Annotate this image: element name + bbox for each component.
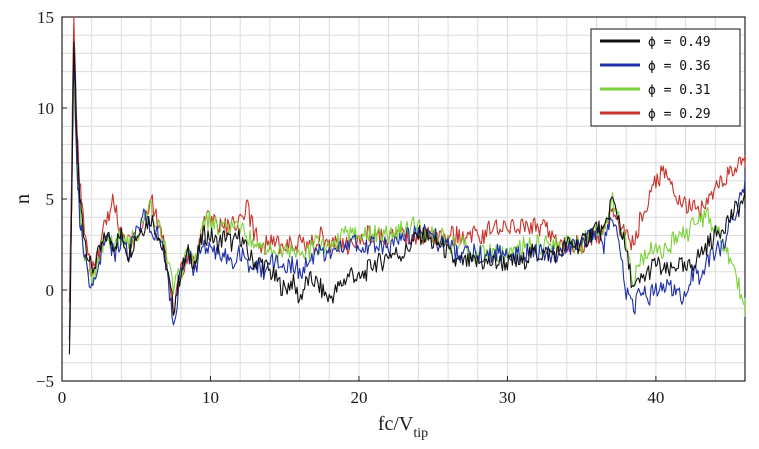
y-tick-label: 0 — [46, 281, 55, 300]
legend-label: ϕ = 0.36 — [648, 59, 711, 74]
legend-label: ϕ = 0.29 — [648, 107, 711, 122]
x-tick-label: 10 — [202, 388, 219, 407]
x-tick-label: 30 — [499, 388, 516, 407]
x-axis-label-subscript: tip — [413, 426, 428, 441]
y-tick-label: −5 — [36, 372, 54, 391]
series-group — [68, 16, 746, 355]
y-tick-label: 10 — [37, 99, 54, 118]
series-line-4 — [68, 16, 746, 316]
x-tick-label: 40 — [647, 388, 664, 407]
legend-label: ϕ = 0.31 — [648, 83, 711, 98]
series-line-1 — [68, 41, 746, 355]
series-line-2 — [68, 46, 746, 341]
legend-box — [590, 28, 741, 127]
legend-label: ϕ = 0.49 — [648, 35, 711, 50]
x-axis-label: fc/Vtip — [378, 413, 428, 441]
y-tick-label: 15 — [37, 8, 54, 27]
y-axis-label: n — [12, 194, 34, 204]
x-axis-label-main: fc/V — [378, 413, 414, 435]
legend: ϕ = 0.49 ϕ = 0.36 ϕ = 0.31 ϕ = 0.29 — [590, 28, 741, 127]
x-tick-label: 20 — [350, 388, 367, 407]
y-tick-label: 5 — [46, 190, 55, 209]
x-tick-label: 0 — [58, 388, 67, 407]
